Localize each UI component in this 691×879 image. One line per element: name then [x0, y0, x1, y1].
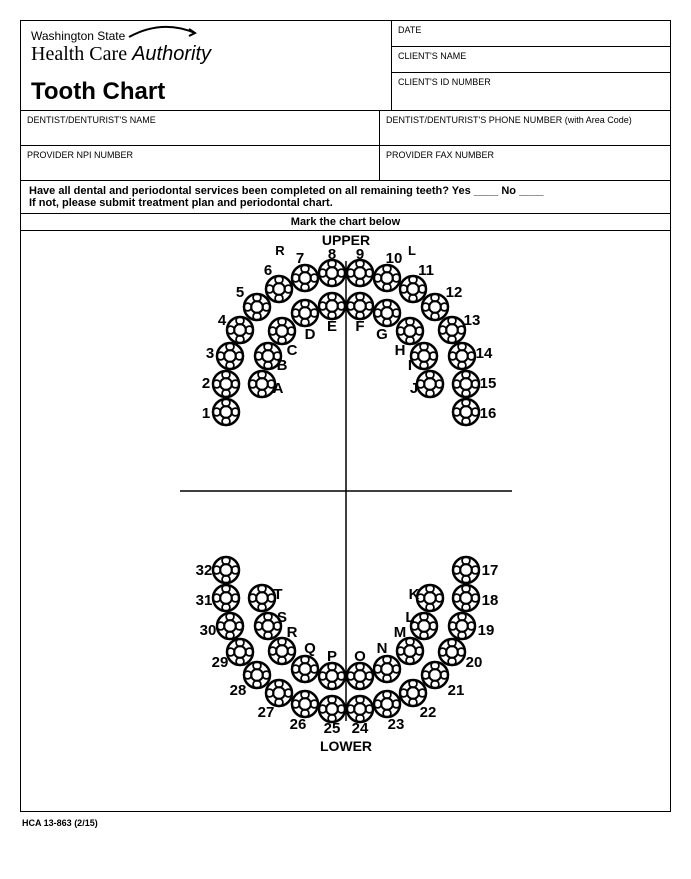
- svg-text:32: 32: [195, 562, 212, 579]
- header-row: Washington State Health Care Authority T…: [21, 21, 670, 110]
- svg-text:7: 7: [295, 250, 303, 267]
- svg-text:H: H: [394, 342, 405, 359]
- svg-text:O: O: [354, 648, 366, 665]
- svg-text:L: L: [408, 243, 416, 258]
- svg-text:D: D: [304, 326, 315, 343]
- svg-text:I: I: [407, 357, 411, 374]
- svg-text:26: 26: [289, 716, 306, 733]
- svg-text:K: K: [408, 586, 419, 603]
- client-name-field[interactable]: CLIENT'S NAME: [392, 47, 670, 73]
- svg-text:5: 5: [235, 284, 243, 301]
- svg-text:B: B: [276, 357, 287, 374]
- tooth-chart-svg: UPPERLOWERRL87654321910111213141516EDCBA…: [110, 231, 582, 791]
- svg-text:11: 11: [418, 262, 434, 279]
- svg-text:J: J: [409, 380, 417, 397]
- right-fields: DATE CLIENT'S NAME CLIENT'S ID NUMBER: [392, 21, 670, 110]
- svg-text:E: E: [326, 318, 336, 335]
- svg-text:17: 17: [481, 562, 498, 579]
- svg-text:31: 31: [195, 592, 212, 609]
- svg-text:1: 1: [201, 405, 209, 422]
- svg-text:6: 6: [263, 262, 271, 279]
- svg-text:21: 21: [447, 682, 464, 699]
- question-line2: If not, please submit treatment plan and…: [29, 197, 662, 209]
- client-id-field[interactable]: CLIENT'S ID NUMBER: [392, 73, 670, 99]
- npi-field[interactable]: PROVIDER NPI NUMBER: [21, 146, 380, 180]
- form-footer: HCA 13-863 (2/15): [22, 818, 671, 828]
- dentist-phone-field[interactable]: DENTIST/DENTURIST'S PHONE NUMBER (with A…: [380, 111, 670, 145]
- svg-text:2: 2: [201, 375, 209, 392]
- svg-text:15: 15: [479, 375, 496, 392]
- svg-text:N: N: [376, 640, 387, 657]
- question-section: Have all dental and periodontal services…: [21, 180, 670, 213]
- swoosh-icon: [127, 23, 197, 43]
- page-title: Tooth Chart: [31, 78, 381, 106]
- svg-text:30: 30: [199, 622, 216, 639]
- provider-row: PROVIDER NPI NUMBER PROVIDER FAX NUMBER: [21, 145, 670, 180]
- svg-text:4: 4: [217, 312, 226, 329]
- dentist-name-field[interactable]: DENTIST/DENTURIST'S NAME: [21, 111, 380, 145]
- svg-text:LOWER: LOWER: [319, 738, 371, 754]
- svg-text:C: C: [286, 342, 297, 359]
- svg-text:3: 3: [205, 345, 213, 362]
- svg-text:8: 8: [327, 246, 335, 263]
- hca-logo: Washington State Health Care Authority: [31, 29, 211, 66]
- question-line1: Have all dental and periodontal services…: [29, 185, 662, 197]
- svg-text:G: G: [376, 326, 388, 343]
- svg-text:22: 22: [419, 704, 436, 721]
- svg-text:28: 28: [229, 682, 246, 699]
- svg-text:25: 25: [323, 720, 340, 737]
- svg-text:Q: Q: [304, 640, 316, 657]
- form-page: Washington State Health Care Authority T…: [20, 20, 671, 812]
- svg-text:16: 16: [479, 405, 496, 422]
- svg-text:T: T: [273, 586, 282, 603]
- svg-text:S: S: [276, 609, 286, 626]
- svg-text:20: 20: [465, 654, 482, 671]
- date-field[interactable]: DATE: [392, 21, 670, 47]
- svg-text:24: 24: [351, 720, 368, 737]
- svg-text:13: 13: [463, 312, 480, 329]
- svg-text:L: L: [405, 609, 414, 626]
- svg-text:18: 18: [481, 592, 498, 609]
- tooth-chart-area: UPPERLOWERRL87654321910111213141516EDCBA…: [21, 231, 670, 811]
- svg-text:A: A: [272, 380, 283, 397]
- svg-text:F: F: [355, 318, 364, 335]
- svg-text:P: P: [326, 648, 336, 665]
- dentist-row: DENTIST/DENTURIST'S NAME DENTIST/DENTURI…: [21, 110, 670, 145]
- svg-text:19: 19: [477, 622, 494, 639]
- fax-field[interactable]: PROVIDER FAX NUMBER: [380, 146, 670, 180]
- logo-line2: Health Care Authority: [31, 43, 211, 66]
- svg-text:M: M: [393, 624, 406, 641]
- svg-text:23: 23: [387, 716, 404, 733]
- svg-text:R: R: [275, 243, 285, 258]
- logo-title-cell: Washington State Health Care Authority T…: [21, 21, 392, 110]
- svg-text:12: 12: [445, 284, 462, 301]
- logo-hc: Health Care: [31, 43, 132, 65]
- svg-text:27: 27: [257, 704, 274, 721]
- mark-instruction: Mark the chart below: [21, 213, 670, 231]
- svg-text:10: 10: [385, 250, 402, 267]
- svg-text:29: 29: [211, 654, 228, 671]
- svg-text:14: 14: [475, 345, 492, 362]
- svg-text:R: R: [286, 624, 297, 641]
- logo-auth: Authority: [132, 43, 211, 65]
- svg-text:9: 9: [355, 246, 363, 263]
